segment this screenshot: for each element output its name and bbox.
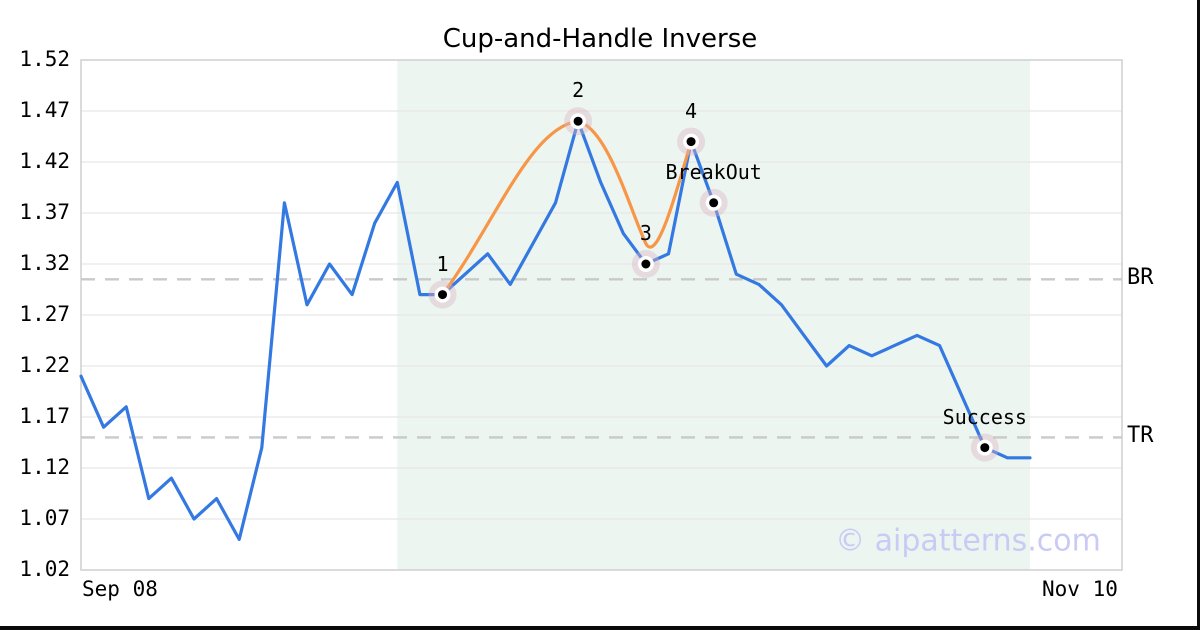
annotation-label-breakout: BreakOut xyxy=(665,159,762,184)
marker-dot xyxy=(686,137,696,147)
marker-dot xyxy=(573,116,583,126)
marker-dot xyxy=(641,259,651,269)
y-tick-label: 1.02 xyxy=(19,557,70,581)
marker-dot xyxy=(438,290,448,300)
y-tick-label: 1.37 xyxy=(19,200,70,224)
annotation-label-success: Success xyxy=(942,404,1027,429)
x-tick-label-end: Nov 10 xyxy=(1042,577,1118,601)
chart-title: Cup-and-Handle Inverse xyxy=(442,24,758,54)
annotation-label-1: 1 xyxy=(436,251,449,276)
y-tick-label: 1.32 xyxy=(19,251,70,275)
y-tick-label: 1.27 xyxy=(19,302,70,326)
annotation-label-4: 4 xyxy=(685,98,698,123)
y-tick-label: 1.47 xyxy=(19,98,70,122)
annotation-label-2: 2 xyxy=(572,78,585,103)
frame-bottom-edge xyxy=(0,626,1200,630)
marker-dot xyxy=(980,443,990,453)
annotation-label-3: 3 xyxy=(639,221,652,245)
y-tick-label: 1.07 xyxy=(19,506,70,530)
x-tick-label-start: Sep 08 xyxy=(82,577,158,601)
price-line xyxy=(79,119,1032,542)
level-label-br: BR xyxy=(1127,265,1154,291)
y-tick-label: 1.42 xyxy=(19,149,70,173)
y-tick-label: 1.12 xyxy=(19,455,70,479)
level-label-tr: TR xyxy=(1127,423,1154,449)
y-tick-label: 1.22 xyxy=(19,353,70,377)
plot-border xyxy=(80,59,1123,571)
marker-dot xyxy=(709,198,719,208)
watermark: © aipatterns.com xyxy=(835,523,1101,559)
pattern-overlay-line xyxy=(440,119,693,297)
frame-right-edge xyxy=(1197,0,1200,630)
y-tick-label: 1.52 xyxy=(19,47,70,71)
y-tick-label: 1.17 xyxy=(19,404,70,428)
